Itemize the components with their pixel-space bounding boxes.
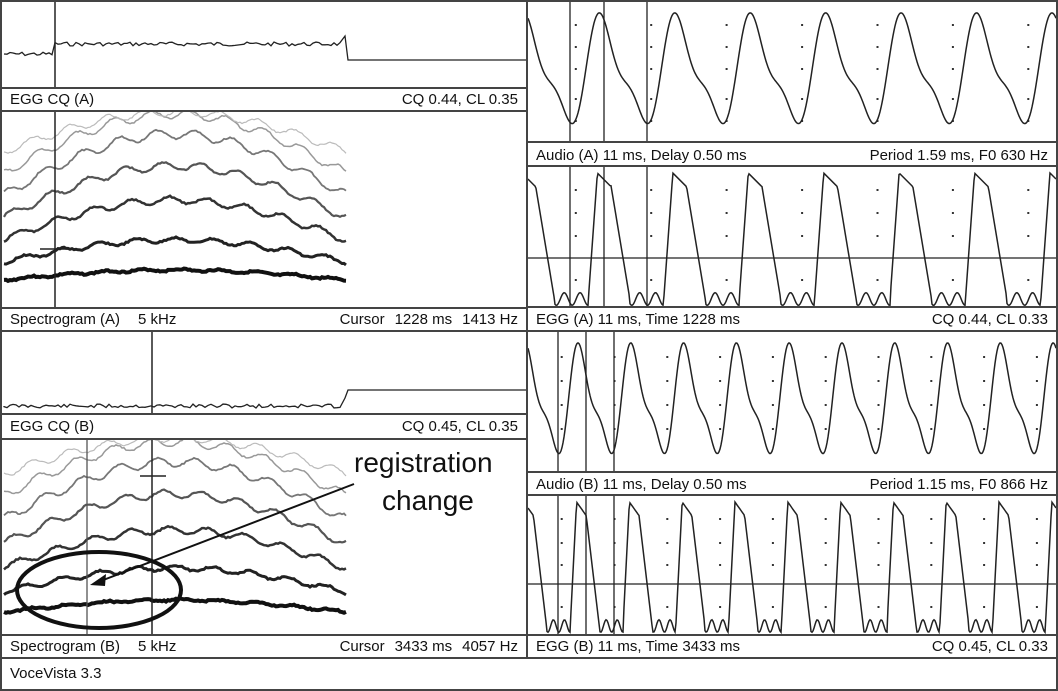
audio-b-label: Audio (B) 11 ms, Delay 0.50 ms: [536, 476, 747, 493]
audio-b-value: Period 1.15 ms, F0 866 Hz: [869, 476, 1048, 493]
audio-a-label: Audio (A) 11 ms, Delay 0.50 ms: [536, 147, 747, 164]
spectrogram-a-range: 5 kHz: [138, 311, 177, 328]
spectrogram-b-label: Spectrogram (B): [10, 638, 121, 655]
egg-a-value: CQ 0.44, CL 0.33: [931, 311, 1048, 328]
egg-b-label: EGG (B) 11 ms, Time 3433 ms: [536, 638, 740, 655]
egg-cq-b-pane[interactable]: EGG CQ (B) CQ 0.45, CL 0.35: [2, 332, 528, 440]
audio-b-waveform: [528, 332, 1056, 473]
audio-a-pane[interactable]: Audio (A) 11 ms, Delay 0.50 ms Period 1.…: [528, 2, 1056, 167]
annotation-registration: registration: [354, 447, 493, 478]
cursor-time: 3433 ms: [394, 638, 453, 655]
egg-b-waveform: [528, 496, 1056, 636]
audio-a-value: Period 1.59 ms, F0 630 Hz: [869, 147, 1048, 164]
spectrogram-a-pane[interactable]: Spectrogram (A) 5 kHz Cursor 1228 ms 141…: [2, 112, 528, 332]
egg-b-value: CQ 0.45, CL 0.33: [931, 638, 1048, 655]
spectrogram-a-label: Spectrogram (A): [10, 311, 121, 328]
audio-a-waveform: [528, 2, 1056, 143]
egg-cq-a-trace: [2, 2, 526, 89]
egg-cq-a-label: EGG CQ (A): [10, 91, 95, 108]
cursor-time: 1228 ms: [394, 311, 453, 328]
egg-cq-b-value: CQ 0.45, CL 0.35: [401, 418, 518, 435]
egg-cq-b-label: EGG CQ (B): [10, 418, 95, 435]
spectrogram-a-image: [2, 112, 526, 309]
cursor-label: Cursor: [339, 311, 385, 328]
highlight-ellipse: [15, 550, 183, 630]
egg-cq-b-trace: [2, 332, 526, 415]
egg-cq-a-pane[interactable]: EGG CQ (A) CQ 0.44, CL 0.35: [2, 2, 528, 112]
egg-cq-a-value: CQ 0.44, CL 0.35: [401, 91, 518, 108]
app-version: VoceVista 3.3: [10, 665, 102, 682]
cursor-frequency: 4057 Hz: [462, 638, 518, 655]
audio-b-pane[interactable]: Audio (B) 11 ms, Delay 0.50 ms Period 1.…: [528, 332, 1056, 496]
egg-b-pane[interactable]: EGG (B) 11 ms, Time 3433 ms CQ 0.45, CL …: [528, 496, 1056, 659]
annotation-change: change: [382, 485, 474, 516]
arrow-head: [90, 574, 106, 586]
cursor-frequency: 1413 Hz: [462, 311, 518, 328]
spectrogram-b-image: [2, 440, 526, 636]
annotation-arrow: [97, 483, 355, 583]
spectrogram-b-range: 5 kHz: [138, 638, 177, 655]
egg-a-waveform: [528, 167, 1056, 308]
cursor-label: Cursor: [339, 638, 385, 655]
egg-a-pane[interactable]: EGG (A) 11 ms, Time 1228 ms CQ 0.44, CL …: [528, 167, 1056, 332]
status-bar: VoceVista 3.3: [2, 659, 1056, 689]
egg-a-label: EGG (A) 11 ms, Time 1228 ms: [536, 311, 740, 328]
spectrogram-b-pane[interactable]: registration change Spectrogram (B) 5 kH…: [2, 440, 528, 659]
